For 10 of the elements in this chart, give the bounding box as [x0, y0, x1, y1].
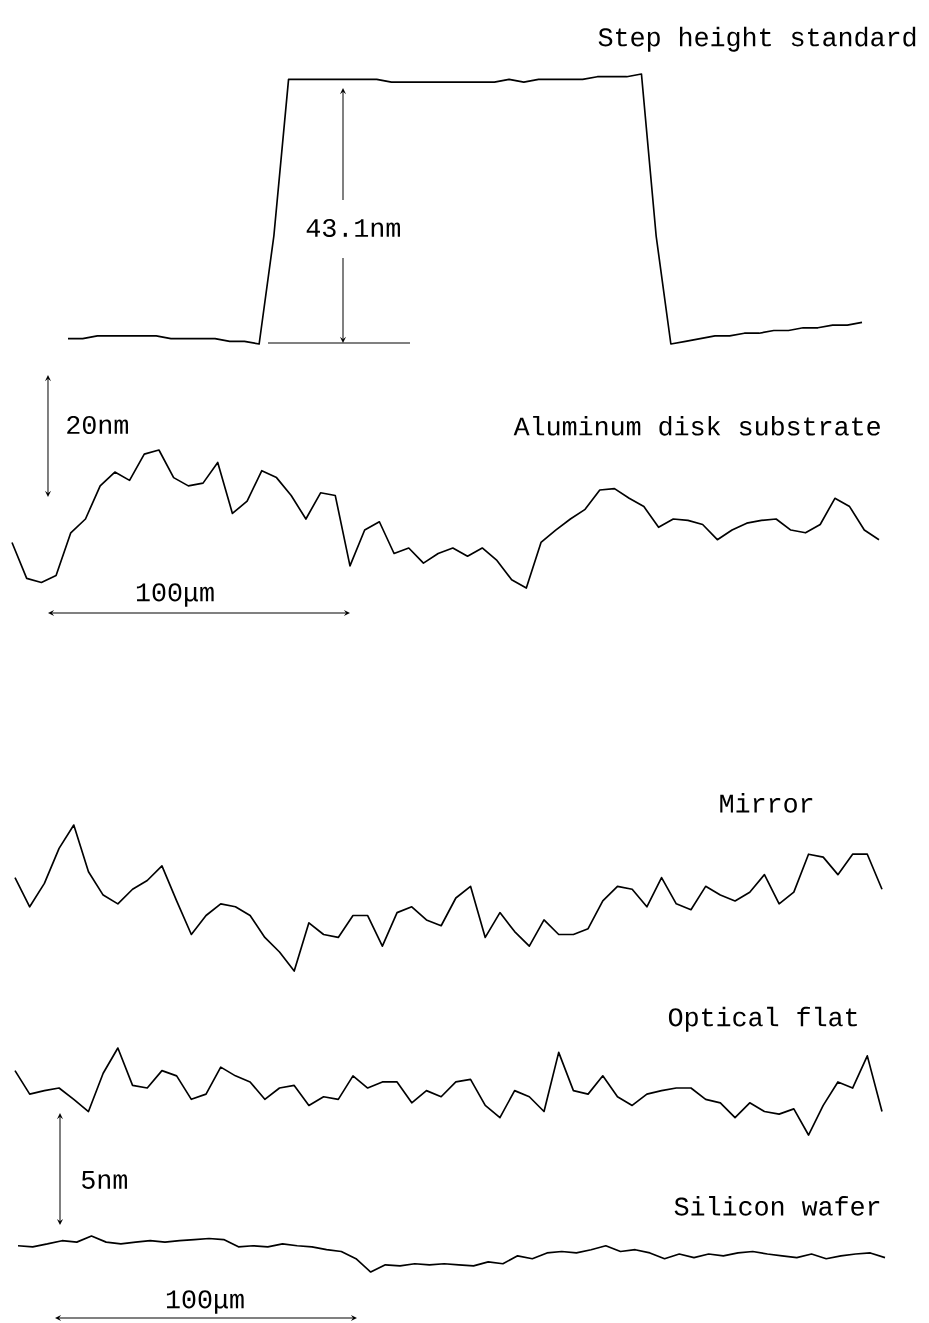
- chart-title: Silicon wafer: [674, 1196, 880, 1216]
- chart-title: Aluminum disk substrate: [513, 416, 880, 436]
- annotation: 43.1nm: [306, 218, 400, 238]
- text: 5nm: [82, 1171, 127, 1189]
- text: 100μm: [166, 1290, 244, 1314]
- text: 20nm: [67, 415, 128, 435]
- chart-title: Mirror: [720, 793, 813, 813]
- annotation: 100μm: [136, 583, 214, 607]
- chart-title: Step height standard: [598, 26, 916, 52]
- chart-title: Optical flat: [668, 1006, 857, 1032]
